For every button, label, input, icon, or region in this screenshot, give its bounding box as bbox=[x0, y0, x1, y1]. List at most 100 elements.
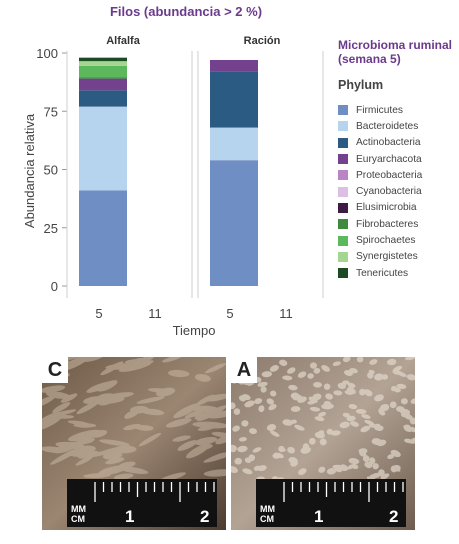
papilla-shape bbox=[337, 382, 346, 389]
papilla-shape bbox=[241, 420, 249, 427]
papilla-shape bbox=[135, 425, 154, 431]
papilla-shape bbox=[123, 423, 142, 431]
legend-swatch bbox=[338, 235, 348, 246]
photo-label-a: A bbox=[231, 357, 257, 383]
papilla-shape bbox=[346, 387, 356, 395]
legend-item: Actinobacteria bbox=[338, 135, 456, 151]
papilla-shape bbox=[313, 367, 321, 374]
papilla-shape bbox=[124, 409, 139, 419]
legend-label: Spirochaetes bbox=[356, 235, 416, 247]
papilla-shape bbox=[42, 412, 59, 426]
papilla-shape bbox=[194, 374, 211, 382]
x-axis-label: Tiempo bbox=[173, 323, 216, 338]
bar-segment-firmicutes bbox=[79, 190, 127, 286]
legend-swatch bbox=[338, 170, 348, 181]
y-tick-label: 50 bbox=[44, 163, 58, 178]
photo-label-c: C bbox=[42, 357, 68, 383]
ruler-number-1: 1 bbox=[125, 507, 134, 526]
papilla-shape bbox=[46, 391, 71, 399]
legend-label: Firmicutes bbox=[356, 104, 403, 116]
papilla-shape bbox=[254, 398, 263, 405]
papilla-shape bbox=[100, 361, 124, 376]
ruler-number-2: 2 bbox=[389, 507, 398, 526]
papilla-shape bbox=[374, 394, 384, 402]
papilla-shape bbox=[67, 420, 90, 426]
legend-swatch bbox=[338, 154, 348, 165]
papilla-shape bbox=[368, 369, 375, 375]
papilla-shape bbox=[390, 465, 397, 473]
x-tick-label: 11 bbox=[148, 306, 162, 321]
bar-segment-tenericutes bbox=[79, 57, 127, 62]
legend-label: Elusimicrobia bbox=[356, 202, 417, 214]
papilla-shape bbox=[165, 418, 192, 428]
papilla-shape bbox=[356, 357, 364, 363]
ruler-mm-label: MM bbox=[260, 504, 275, 514]
papilla-shape bbox=[349, 368, 358, 374]
papilla-shape bbox=[307, 373, 314, 379]
papilla-shape bbox=[50, 447, 80, 465]
legend-item: Cyanobacteria bbox=[338, 183, 456, 199]
papilla-shape bbox=[348, 458, 360, 465]
papilla-shape bbox=[172, 435, 191, 442]
papilla-shape bbox=[326, 468, 337, 475]
papilla-shape bbox=[68, 452, 99, 457]
papilla-shape bbox=[300, 446, 312, 454]
papilla-shape bbox=[244, 457, 252, 464]
papilla-shape bbox=[129, 360, 154, 367]
bar-segment-fibrobacteres bbox=[79, 77, 127, 79]
papilla-shape bbox=[339, 421, 350, 429]
papilla-shape bbox=[258, 405, 265, 413]
papilla-shape bbox=[346, 415, 356, 422]
legend-label: Euryarchacota bbox=[356, 153, 422, 165]
papilla-shape bbox=[347, 463, 356, 470]
papilla-shape bbox=[82, 357, 107, 362]
bar-segment-actinobacteria bbox=[210, 71, 258, 128]
papilla-shape bbox=[279, 447, 286, 452]
papilla-shape bbox=[252, 447, 262, 453]
papilla-shape bbox=[194, 436, 218, 446]
ruler-cm-label: CM bbox=[71, 514, 85, 524]
papilla-shape bbox=[362, 455, 370, 462]
papilla-shape bbox=[231, 466, 238, 474]
papilla-shape bbox=[310, 362, 317, 369]
papilla-shape bbox=[287, 367, 296, 374]
ruler-cm-label: CM bbox=[260, 514, 274, 524]
papilla-shape bbox=[185, 443, 211, 459]
papilla-shape bbox=[138, 432, 162, 447]
papilla-shape bbox=[42, 416, 61, 432]
papilla-shape bbox=[241, 394, 251, 401]
papilla-shape bbox=[387, 454, 395, 460]
papilla-shape bbox=[232, 425, 240, 432]
papilla-shape bbox=[321, 364, 330, 372]
papilla-shape bbox=[342, 357, 351, 363]
papilla-shape bbox=[404, 357, 415, 361]
papilla-shape bbox=[292, 394, 303, 401]
papilla-shape bbox=[323, 383, 331, 390]
papilla-shape bbox=[113, 473, 134, 480]
x-tick-label: 5 bbox=[226, 306, 233, 321]
legend-label: Actinobacteria bbox=[356, 137, 421, 149]
legend-title: Microbioma ruminal (semana 5) bbox=[338, 38, 453, 66]
ruler-number-2: 2 bbox=[200, 507, 209, 526]
panel-title: Ración bbox=[244, 35, 281, 47]
papilla-shape bbox=[294, 424, 305, 431]
papilla-shape bbox=[372, 463, 379, 470]
papilla-shape bbox=[371, 438, 382, 446]
papilla-shape bbox=[197, 425, 216, 431]
papilla-shape bbox=[364, 419, 375, 426]
papilla-shape bbox=[314, 416, 325, 422]
papilla-shape bbox=[233, 408, 241, 415]
papilla-shape bbox=[350, 421, 359, 427]
papilla-shape bbox=[215, 434, 226, 445]
papilla-shape bbox=[360, 425, 371, 433]
papilla-shape bbox=[319, 438, 327, 446]
papilla-shape bbox=[53, 441, 80, 454]
legend-item: Firmicutes bbox=[338, 102, 456, 118]
legend-swatch bbox=[338, 186, 348, 197]
legend-item: Proteobacteria bbox=[338, 167, 456, 183]
papilla-shape bbox=[401, 411, 409, 418]
papilla-shape bbox=[392, 365, 403, 372]
legend-swatch bbox=[338, 268, 348, 279]
papilla-shape bbox=[400, 398, 408, 405]
papilla-shape bbox=[361, 414, 371, 419]
